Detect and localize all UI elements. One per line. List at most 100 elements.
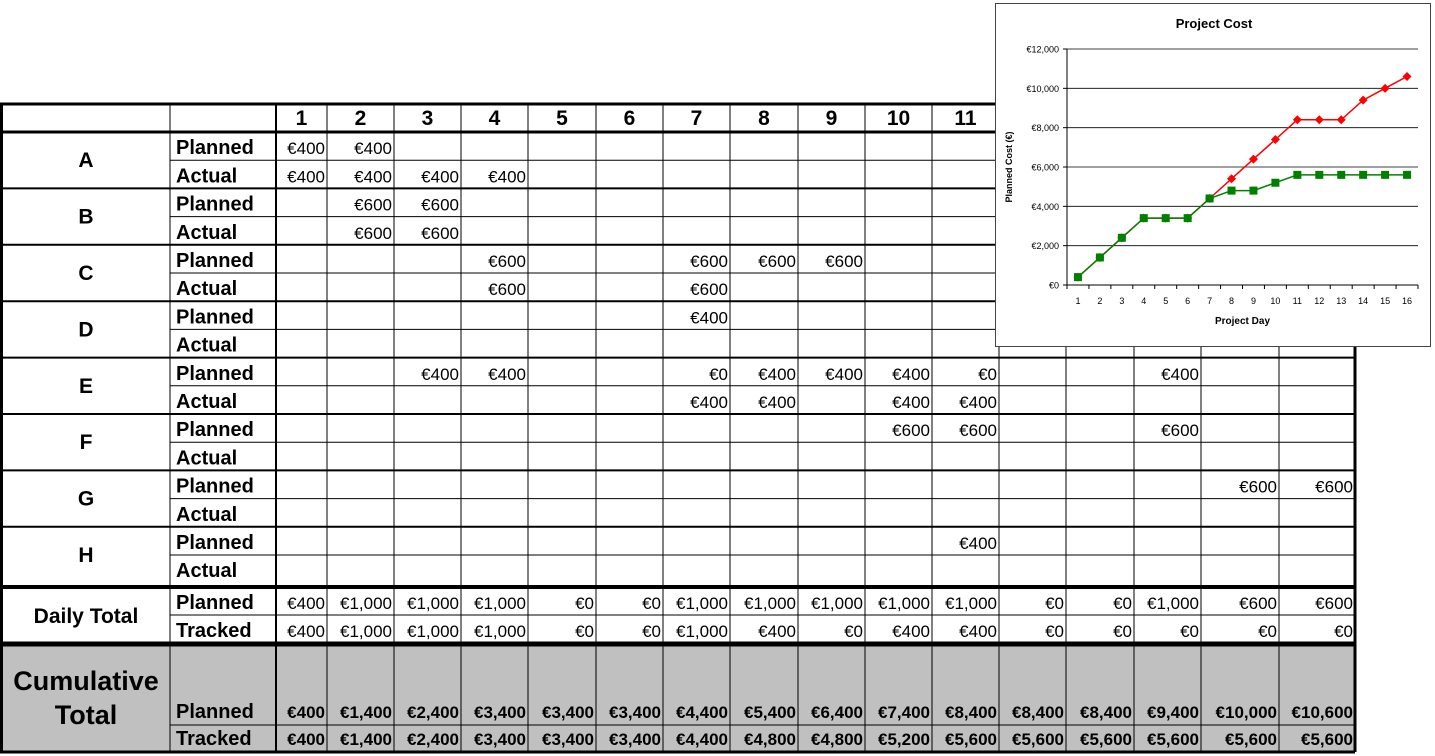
row-type-label: Planned (176, 250, 254, 272)
day-header-1: 1 (296, 107, 308, 130)
x-tick-label: 3 (1119, 296, 1124, 306)
cumulative-label-line2: Total (55, 700, 118, 730)
day-header-11: 11 (954, 107, 977, 130)
daily-total-cell: €0 (642, 622, 661, 641)
x-tick-label: 4 (1141, 296, 1146, 306)
day-header-8: 8 (758, 107, 770, 130)
cost-cell: €600 (892, 421, 930, 440)
cumulative-total-cell: €5,600 (1147, 730, 1199, 749)
cost-cell: €400 (758, 365, 796, 384)
data-point-planned (1248, 154, 1258, 164)
cost-cell: €400 (421, 365, 459, 384)
x-tick-label: 6 (1185, 296, 1190, 306)
cost-cell: €400 (758, 393, 796, 412)
data-point-tracked (1117, 233, 1126, 242)
cost-cell: €600 (354, 224, 392, 243)
data-point-tracked (1073, 273, 1082, 282)
cost-cell: €400 (287, 167, 325, 186)
data-point-tracked (1403, 170, 1412, 179)
row-type-label: Actual (176, 278, 237, 300)
data-point-tracked (1315, 170, 1324, 179)
cost-cell: €400 (488, 365, 526, 384)
day-header-7: 7 (691, 107, 703, 130)
daily-total-cell: €400 (758, 622, 796, 641)
cumulative-total-cell: €6,400 (811, 703, 863, 722)
x-tick-label: 14 (1358, 296, 1368, 306)
data-point-tracked (1337, 170, 1346, 179)
cost-cell: €400 (825, 365, 863, 384)
cumulative-total-cell: €5,400 (744, 703, 796, 722)
daily-total-cell: €400 (287, 622, 325, 641)
day-header-5: 5 (556, 107, 568, 130)
cumulative-total-cell: €5,600 (1301, 730, 1353, 749)
data-point-planned (1292, 115, 1302, 125)
daily-row-type-label: Planned (176, 592, 254, 614)
daily-total-cell: €0 (1258, 622, 1277, 641)
daily-total-cell: €0 (642, 594, 661, 613)
data-point-planned (1314, 115, 1324, 125)
cost-cell: €600 (690, 252, 728, 271)
day-header-3: 3 (422, 107, 434, 130)
data-point-tracked (1139, 214, 1148, 223)
day-header-2: 2 (355, 107, 367, 130)
x-tick-label: 13 (1336, 296, 1346, 306)
row-type-label: Planned (176, 476, 254, 498)
daily-total-cell: €0 (1045, 594, 1064, 613)
cost-cell: €600 (1315, 478, 1353, 497)
row-type-label: Actual (176, 560, 237, 582)
cumulative-total-cell: €4,400 (676, 703, 728, 722)
daily-total-cell: €400 (959, 622, 997, 641)
data-point-planned (1227, 174, 1237, 184)
row-type-label: Planned (176, 137, 254, 159)
cumulative-total-cell: €4,400 (676, 730, 728, 749)
data-point-tracked (1095, 253, 1104, 262)
cost-cell: €400 (892, 393, 930, 412)
daily-total-cell: €0 (1045, 622, 1064, 641)
data-point-planned (1270, 134, 1280, 144)
daily-total-cell: €1,000 (474, 594, 526, 613)
row-type-label: Planned (176, 194, 254, 216)
x-tick-label: 11 (1293, 296, 1302, 306)
day-header-6: 6 (624, 107, 636, 130)
data-point-planned (1336, 115, 1346, 125)
y-tick-label: €10,000 (1026, 84, 1059, 94)
y-tick-label: €2,000 (1031, 241, 1059, 251)
cost-cell: €400 (488, 167, 526, 186)
task-label-h: H (78, 544, 93, 567)
daily-total-cell: €1,000 (811, 594, 863, 613)
cost-cell: €400 (354, 139, 392, 158)
cost-cell: €400 (354, 167, 392, 186)
data-point-tracked (1293, 170, 1302, 179)
y-axis-label: Planned Cost (€) (1004, 131, 1014, 202)
row-type-label: Planned (176, 419, 254, 441)
cumulative-label-line1: Cumulative (13, 666, 159, 696)
task-label-a: A (78, 149, 93, 172)
cumulative-total-cell: €3,400 (542, 703, 594, 722)
cumulative-total-cell: €400 (287, 703, 325, 722)
daily-total-cell: €0 (575, 622, 594, 641)
series-line-planned (1077, 75, 1408, 278)
cumulative-total-cell: €5,600 (945, 730, 997, 749)
data-point-tracked (1183, 214, 1192, 223)
x-tick-label: 1 (1075, 296, 1080, 306)
data-point-tracked (1381, 170, 1390, 179)
data-point-tracked (1161, 214, 1170, 223)
daily-total-cell: €1,000 (676, 622, 728, 641)
row-type-label: Planned (176, 532, 254, 554)
cumulative-row-type-label: Planned (176, 701, 254, 723)
x-tick-label: 5 (1163, 296, 1168, 306)
daily-total-cell: €400 (287, 594, 325, 613)
cumulative-total-cell: €3,400 (609, 730, 661, 749)
daily-total-cell: €0 (1334, 622, 1353, 641)
cost-cell: €400 (690, 308, 728, 327)
cost-cell: €400 (959, 534, 997, 553)
cumulative-total-cell: €1,400 (340, 703, 392, 722)
cost-cell: €400 (959, 393, 997, 412)
row-type-label: Actual (176, 447, 237, 469)
cumulative-total-cell: €5,600 (1012, 730, 1064, 749)
daily-row-type-label: Tracked (176, 620, 252, 642)
daily-total-cell: €1,000 (340, 594, 392, 613)
daily-total-cell: €400 (892, 622, 930, 641)
cumulative-total-cell: €8,400 (1080, 703, 1132, 722)
